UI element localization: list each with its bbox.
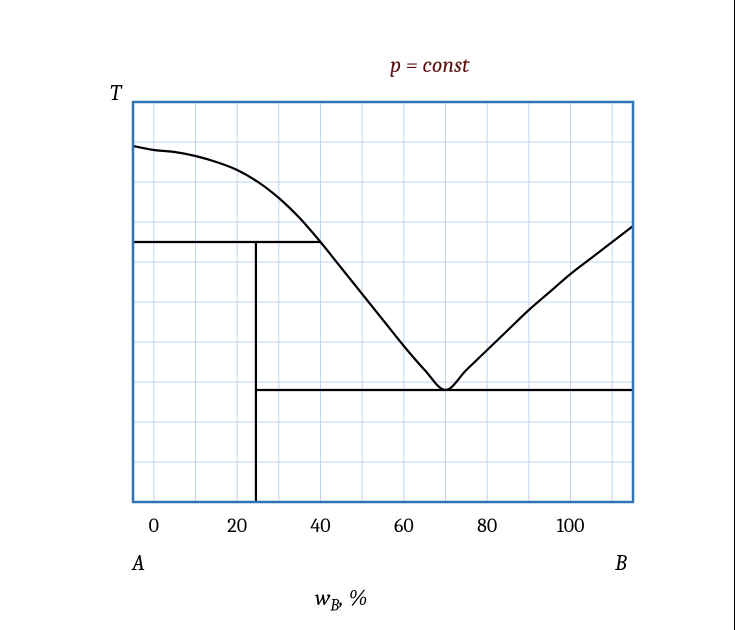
- component-label-a: A: [132, 550, 145, 576]
- x-tick-label: 60: [394, 514, 414, 537]
- x-tick-label: 40: [310, 514, 330, 537]
- plot-area: [133, 102, 633, 502]
- x-tick-label: 0: [149, 514, 159, 537]
- x-tick-label: 100: [557, 514, 585, 537]
- phase-diagram-container: { "chart": { "type": "line", "title_html…: [0, 0, 735, 630]
- chart-title: p = const: [390, 52, 470, 78]
- y-axis-label: T: [110, 80, 121, 106]
- x-tick-label: 20: [227, 514, 247, 537]
- x-tick-label: 80: [477, 514, 497, 537]
- x-axis-label: wB, %: [315, 585, 367, 615]
- component-label-b: B: [615, 550, 627, 576]
